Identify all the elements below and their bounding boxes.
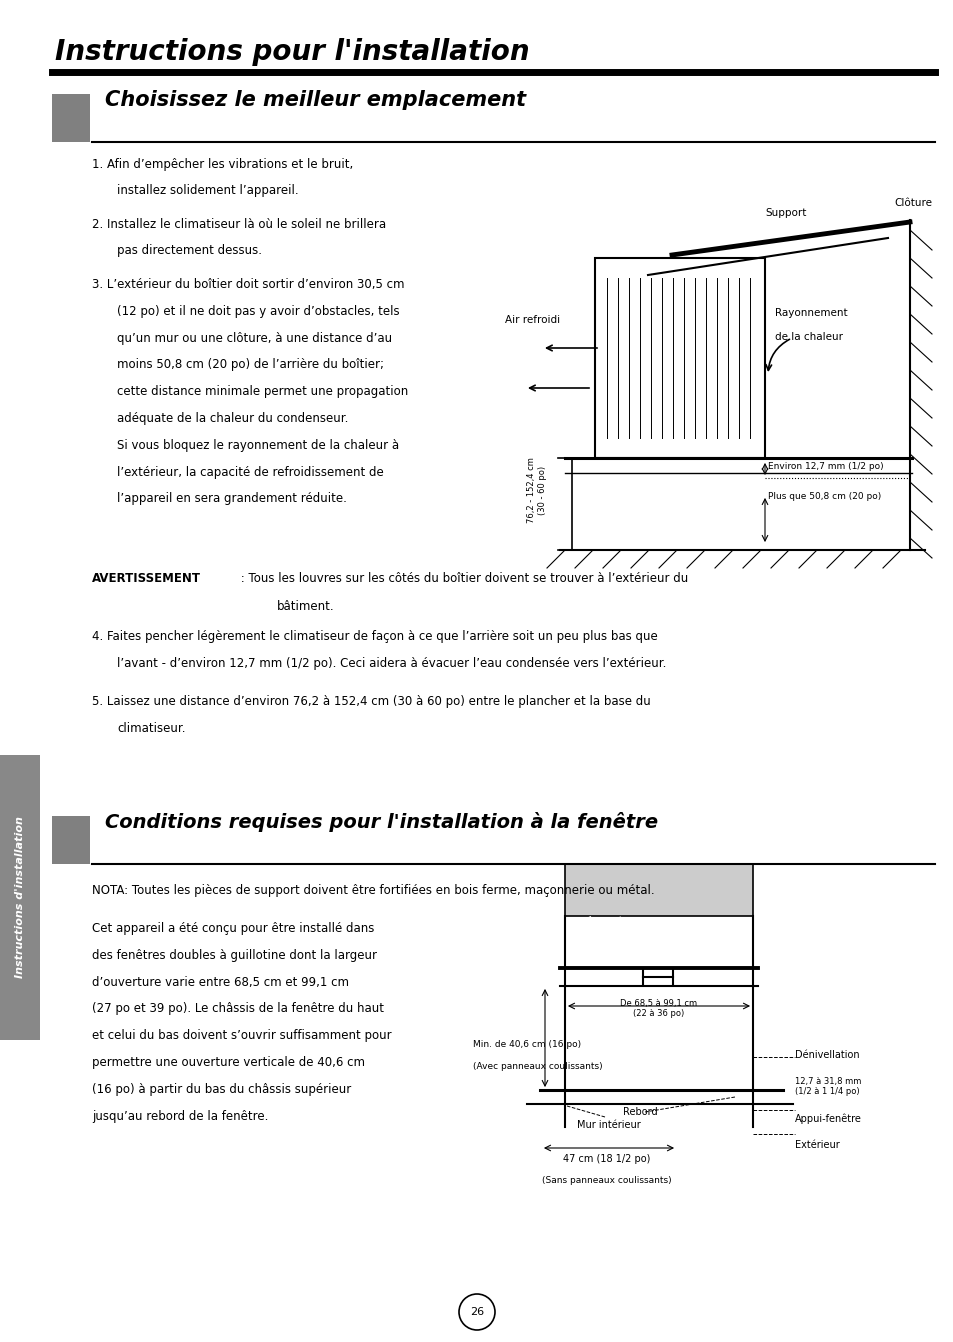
Bar [595,258,764,458]
Text: de la chaleur: de la chaleur [774,331,842,342]
Text: l’extérieur, la capacité de refroidissement de: l’extérieur, la capacité de refroidissem… [117,466,383,479]
Text: 12,7 à 31,8 mm
(1/2 à 1 1/4 po): 12,7 à 31,8 mm (1/2 à 1 1/4 po) [794,1078,861,1096]
Text: jusqu’au rebord de la fenêtre.: jusqu’au rebord de la fenêtre. [91,1110,268,1123]
Text: (27 po et 39 po). Le châssis de la fenêtre du haut: (27 po et 39 po). Le châssis de la fenêt… [91,1002,384,1016]
Text: 26: 26 [470,1307,483,1317]
Text: bâtiment.: bâtiment. [276,600,335,613]
Text: adéquate de la chaleur du condenseur.: adéquate de la chaleur du condenseur. [117,412,348,425]
Text: Dénivellation: Dénivellation [794,1049,859,1060]
Text: 5. Laissez une distance d’environ 76,2 à 152,4 cm (30 à 60 po) entre le plancher: 5. Laissez une distance d’environ 76,2 à… [91,695,650,709]
Text: (Sans panneaux coulissants): (Sans panneaux coulissants) [541,1176,671,1185]
Text: : Tous les louvres sur les côtés du boîtier doivent se trouver à l’extérieur du: : Tous les louvres sur les côtés du boît… [236,572,687,585]
Bar [52,816,90,864]
Bar [564,864,752,917]
Text: installez solidement l’appareil.: installez solidement l’appareil. [117,184,298,197]
Text: d’ouverture varie entre 68,5 cm et 99,1 cm: d’ouverture varie entre 68,5 cm et 99,1 … [91,976,349,989]
Text: permettre une ouverture verticale de 40,6 cm: permettre une ouverture verticale de 40,… [91,1056,365,1070]
Text: Extérieur: Extérieur [794,1139,839,1150]
Bar [0,756,40,1040]
Text: Rebord: Rebord [622,1107,657,1117]
Text: cette distance minimale permet une propagation: cette distance minimale permet une propa… [117,385,408,399]
Text: 4. Faites pencher légèrement le climatiseur de façon à ce que l’arrière soit un : 4. Faites pencher légèrement le climatis… [91,629,657,643]
Text: Conditions requises pour l'installation à la fenêtre: Conditions requises pour l'installation … [105,812,658,832]
Text: 76,2 - 152,4 cm
(30 - 60 po): 76,2 - 152,4 cm (30 - 60 po) [527,458,546,523]
Text: Choisissez le meilleur emplacement: Choisissez le meilleur emplacement [105,90,525,110]
Text: Environ 12,7 mm (1/2 po): Environ 12,7 mm (1/2 po) [767,462,882,471]
Text: pas directement dessus.: pas directement dessus. [117,244,262,258]
Text: climatiseur.: climatiseur. [117,722,185,735]
Text: et celui du bas doivent s’ouvrir suffisamment pour: et celui du bas doivent s’ouvrir suffisa… [91,1029,392,1043]
Text: Instructions pour l'installation: Instructions pour l'installation [55,38,529,66]
Text: l’avant - d’environ 12,7 mm (1/2 po). Ceci aidera à évacuer l’eau condensée vers: l’avant - d’environ 12,7 mm (1/2 po). Ce… [117,658,666,670]
Text: Support: Support [764,208,805,217]
Text: l’appareil en sera grandement réduite.: l’appareil en sera grandement réduite. [117,493,347,506]
Text: Air refroidi: Air refroidi [504,315,559,325]
Text: Instructions d'installation: Instructions d'installation [15,816,25,978]
Text: des fenêtres doubles à guillotine dont la largeur: des fenêtres doubles à guillotine dont l… [91,949,376,962]
Text: AVERTISSEMENT: AVERTISSEMENT [91,572,201,585]
Text: Clôture: Clôture [893,199,931,208]
Text: Min. de 40,6 cm (16 po): Min. de 40,6 cm (16 po) [473,1040,580,1049]
Text: Rayonnement: Rayonnement [774,309,846,318]
Text: 3. L’extérieur du boîtier doit sortir d’environ 30,5 cm: 3. L’extérieur du boîtier doit sortir d’… [91,278,404,291]
Text: (16 po) à partir du bas du châssis supérieur: (16 po) à partir du bas du châssis supér… [91,1083,351,1096]
Text: 2. Installez le climatiseur là où le soleil ne brillera: 2. Installez le climatiseur là où le sol… [91,217,386,231]
Text: Si vous bloquez le rayonnement de la chaleur à: Si vous bloquez le rayonnement de la cha… [117,439,398,452]
Text: (12 po) et il ne doit pas y avoir d’obstacles, tels: (12 po) et il ne doit pas y avoir d’obst… [117,305,399,318]
Text: Appui-fenêtre: Appui-fenêtre [794,1114,861,1125]
Text: Cet appareil a été conçu pour être installé dans: Cet appareil a été conçu pour être insta… [91,922,374,935]
Text: moins 50,8 cm (20 po) de l’arrière du boîtier;: moins 50,8 cm (20 po) de l’arrière du bo… [117,358,384,372]
Text: Mur intérieur: Mur intérieur [577,1121,640,1130]
Bar [52,94,90,142]
Text: NOTA: Toutes les pièces de support doivent être fortifiées en bois ferme, maçonn: NOTA: Toutes les pièces de support doive… [91,884,654,896]
Text: De 68,5 à 99,1 cm
(22 à 36 po): De 68,5 à 99,1 cm (22 à 36 po) [619,998,697,1019]
Text: 1. Afin d’empêcher les vibrations et le bruit,: 1. Afin d’empêcher les vibrations et le … [91,158,353,170]
Text: qu’un mur ou une clôture, à une distance d’au: qu’un mur ou une clôture, à une distance… [117,331,392,345]
Text: 47 cm (18 1/2 po): 47 cm (18 1/2 po) [562,1154,650,1164]
Text: Plus que 50,8 cm (20 po): Plus que 50,8 cm (20 po) [767,493,881,501]
Text: (Avec panneaux coulissants): (Avec panneaux coulissants) [473,1062,602,1071]
